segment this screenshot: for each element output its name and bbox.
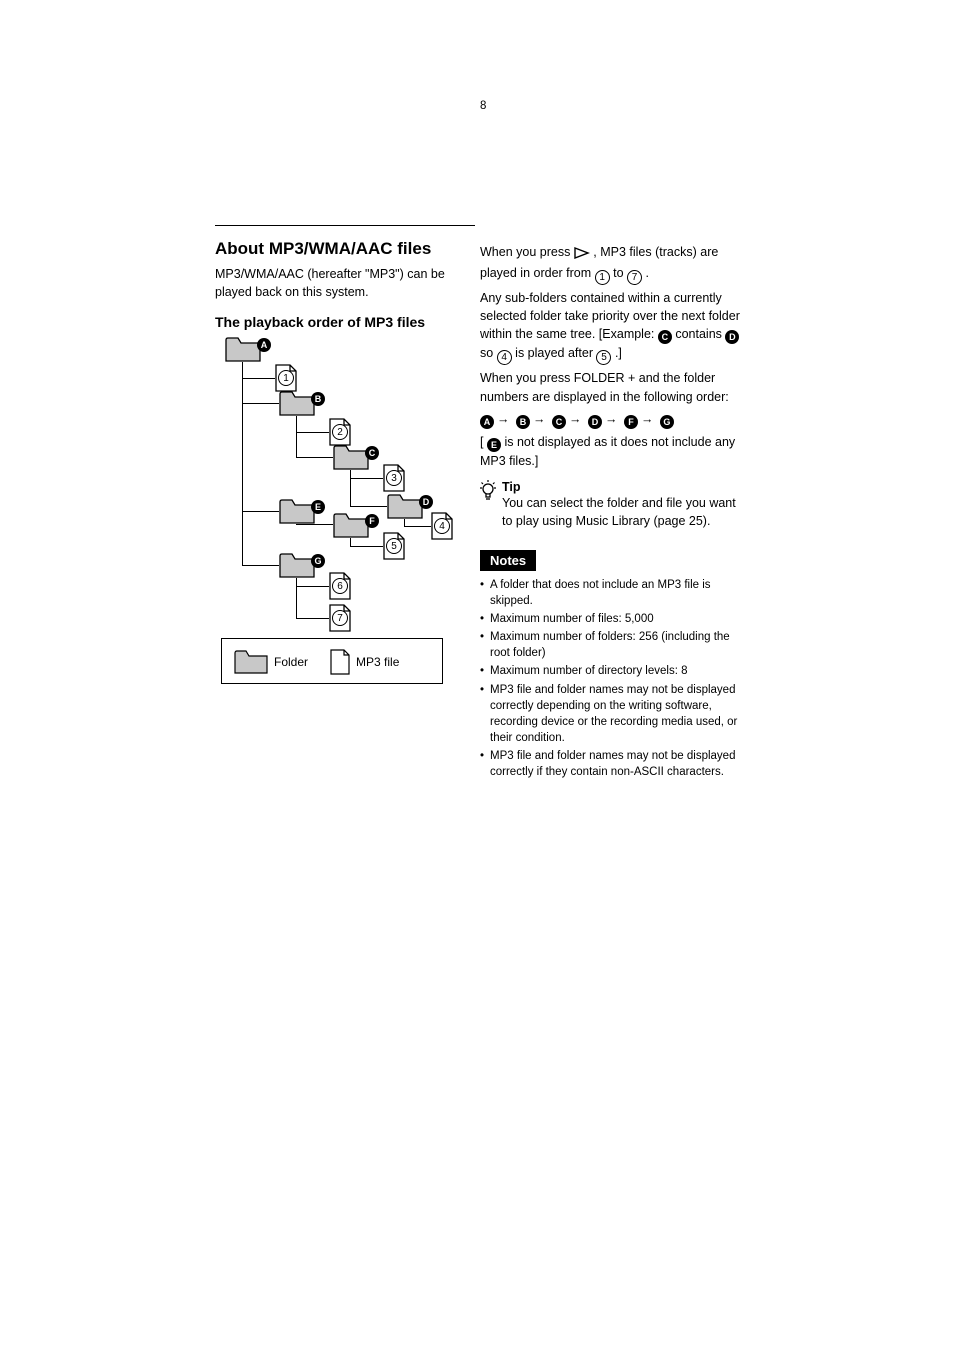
black-c-icon: C [658, 330, 672, 344]
diagram-legend: Folder MP3 file [221, 638, 443, 684]
folder-label-d: D [419, 495, 433, 509]
folder-g: G [279, 552, 315, 578]
file-5: 5 [383, 532, 405, 560]
subheading: The playback order of MP3 files [215, 314, 455, 330]
folder-f: F [333, 512, 369, 538]
note-item: Maximum number of directory levels: 8 [480, 663, 740, 679]
note-item: Maximum number of folders: 256 (includin… [480, 629, 740, 661]
left-column: About MP3/WMA/AAC files MP3/WMA/AAC (her… [215, 238, 455, 330]
folder-c: C [333, 444, 369, 470]
folder-label-b: B [311, 392, 325, 406]
notes-label: Notes [480, 550, 536, 571]
folder-sequence: A→ B→ C→ D→ F→ G [480, 410, 740, 429]
tip-icon [480, 480, 496, 503]
note-item: Maximum number of files: 5,000 [480, 611, 740, 627]
file-7: 7 [329, 604, 351, 632]
right-column: When you press , MP3 files (tracks) are … [480, 243, 740, 792]
folder-e: E [279, 498, 315, 524]
folder-label-a: A [257, 338, 271, 352]
folder-label-c: C [365, 446, 379, 460]
paragraph-2: Any sub-folders contained within a curre… [480, 289, 740, 365]
black-e-icon: E [487, 438, 501, 452]
notes-list: A folder that does not include an MP3 fi… [480, 577, 740, 780]
note-item: A folder that does not include an MP3 fi… [480, 577, 740, 609]
section-rule [215, 225, 475, 226]
folder-a: A [225, 336, 261, 362]
black-d-icon: D [725, 330, 739, 344]
note-item: MP3 file and folder names may not be dis… [480, 748, 740, 780]
play-icon [574, 246, 590, 264]
file-2: 2 [329, 418, 351, 446]
folder-tree-diagram: A B C D E F G 1 [215, 336, 455, 706]
tip-row: Tip You can select the folder and file y… [480, 480, 740, 530]
paragraph-1: When you press , MP3 files (tracks) are … [480, 243, 740, 285]
paragraph-3: When you press FOLDER + and the folder n… [480, 369, 740, 405]
intro-text: MP3/WMA/AAC (hereafter "MP3") can be pla… [215, 265, 455, 301]
folder-label-e: E [311, 500, 325, 514]
folder-label-g: G [311, 554, 325, 568]
circled-1-icon: 1 [595, 270, 610, 285]
file-3: 3 [383, 464, 405, 492]
circled-4-icon: 4 [497, 350, 512, 365]
folder-d: D [387, 493, 423, 519]
legend-file: MP3 file [330, 649, 399, 675]
folder-b: B [279, 390, 315, 416]
file-4: 4 [431, 512, 453, 540]
folder-label-f: F [365, 514, 379, 528]
paragraph-4: [ E is not displayed as it does not incl… [480, 433, 740, 470]
circled-7-icon: 7 [627, 270, 642, 285]
file-6: 6 [329, 572, 351, 600]
tip-label: Tip [502, 480, 740, 494]
page-number: 8 [480, 100, 486, 112]
legend-folder-label: Folder [274, 655, 308, 669]
legend-folder: Folder [234, 650, 308, 674]
circled-5-icon: 5 [596, 350, 611, 365]
section-heading: About MP3/WMA/AAC files [215, 238, 455, 259]
tip-body: You can select the folder and file you w… [502, 494, 740, 530]
note-item: MP3 file and folder names may not be dis… [480, 682, 740, 746]
legend-file-label: MP3 file [356, 655, 399, 669]
file-1: 1 [275, 364, 297, 392]
